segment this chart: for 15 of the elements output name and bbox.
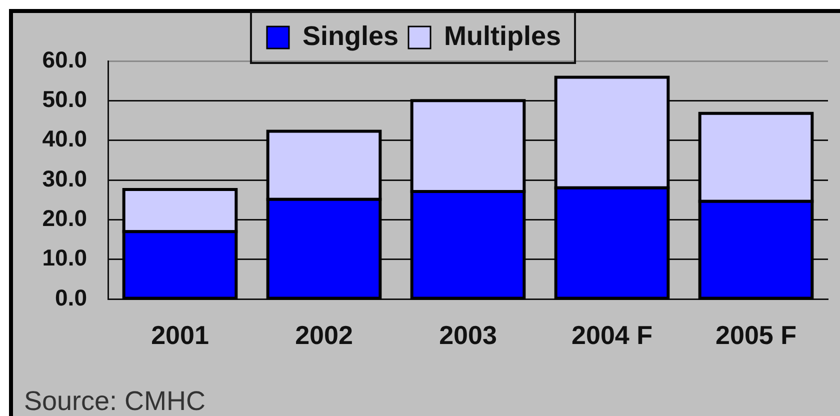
x-tick-label: 2005 F <box>716 320 796 350</box>
legend-label: Multiples <box>444 20 562 51</box>
y-tick-label: 60.0 <box>42 46 87 72</box>
y-tick-label: 30.0 <box>42 165 87 192</box>
x-tick-label: 2002 <box>295 320 353 350</box>
legend-label: Singles <box>302 20 399 51</box>
x-tick-label: 2001 <box>151 320 209 350</box>
y-tick-label: 50.0 <box>42 86 87 112</box>
y-tick-label: 0.0 <box>55 284 87 310</box>
x-tick-label: 2004 F <box>572 320 652 350</box>
y-tick-label: 10.0 <box>42 244 87 271</box>
source-note: Source: CMHC <box>24 386 206 416</box>
y-tick-label: 40.0 <box>42 126 87 152</box>
y-tick-label: 20.0 <box>42 205 87 232</box>
x-tick-label: 2003 <box>439 320 497 350</box>
